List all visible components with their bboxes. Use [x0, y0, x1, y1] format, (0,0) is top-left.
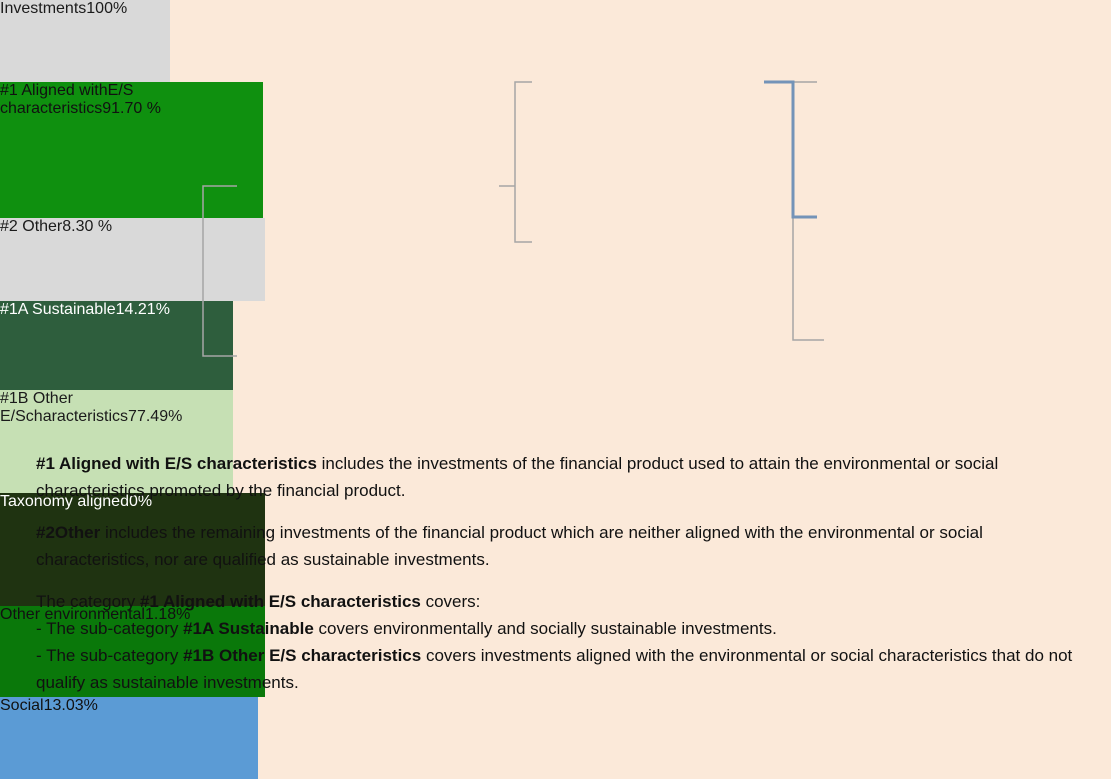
- notes: #1 Aligned with E/S characteristics incl…: [36, 450, 1076, 711]
- node-text: 77.49%: [128, 408, 183, 425]
- text-line: The category #1 Aligned with E/S charact…: [36, 588, 1076, 615]
- text: - The sub-category: [36, 619, 184, 638]
- node-text: Investments: [0, 0, 87, 17]
- node-text: 1.18%: [144, 606, 191, 623]
- connector: [202, 185, 237, 357]
- node-text: E/S characteristics: [0, 82, 134, 117]
- page: Investments100% #1 Aligned withE/S charac…: [0, 0, 1076, 779]
- text-line: #2Other includes the remaining investmen…: [36, 519, 1076, 573]
- bold-text: #1 Aligned with E/S characteristics: [36, 454, 317, 473]
- bold-text: #1 Aligned with E/S characteristics: [139, 592, 421, 611]
- node: Investments100%: [0, 0, 170, 82]
- node-text: #1B Other E/S: [0, 390, 73, 425]
- node-text: 0%: [128, 493, 153, 510]
- text: The category: [36, 592, 140, 611]
- node: #1A Sustainable14.21%: [0, 301, 233, 390]
- text: includes the investments of the financia…: [36, 454, 1003, 500]
- text: - The sub-category: [36, 646, 184, 665]
- node-text: Social: [0, 697, 44, 714]
- text-line: - The sub-category #1A Sustainable cover…: [36, 615, 1076, 642]
- node-text: 13.03%: [43, 697, 98, 714]
- connectors: [202, 80, 824, 357]
- highlight-connector: [764, 80, 817, 219]
- node-text: #1 Aligned with: [0, 82, 108, 99]
- node-text: 14.21%: [115, 301, 170, 318]
- bold-text: #1A Sustainable: [183, 619, 314, 638]
- text: covers:: [420, 592, 481, 611]
- node: Taxonomy aligned0%: [0, 493, 265, 606]
- paragraph: The category #1 Aligned with E/S charact…: [36, 588, 1076, 696]
- node: #1B Other E/Scharacteristics77.49%: [0, 390, 233, 493]
- text-line: #1 Aligned with E/S characteristics incl…: [36, 450, 1076, 504]
- connector: [499, 81, 532, 243]
- node-text: 8.30 %: [62, 218, 113, 235]
- text-line: - The sub-category #1B Other E/S charact…: [36, 642, 1076, 696]
- paragraph: #2Other includes the remaining investmen…: [36, 519, 1076, 573]
- node-text: #2 Other: [0, 218, 63, 235]
- node-text: characteristics: [25, 408, 129, 425]
- text: includes the remaining investments of th…: [36, 523, 988, 569]
- node-text: 100%: [86, 0, 128, 17]
- text: covers investments aligned with the envi…: [36, 646, 1077, 692]
- node-text: Taxonomy aligned: [0, 493, 129, 510]
- bold-text: #1B Other E/S characteristics: [183, 646, 422, 665]
- node: Other environmental1.18%: [0, 606, 265, 697]
- node: #1 Aligned withE/S characteristics91.70 …: [0, 82, 263, 218]
- bold-text: #2Other: [36, 523, 101, 542]
- node-text: 91.70 %: [102, 100, 161, 117]
- paragraph: #1 Aligned with E/S characteristics incl…: [36, 450, 1076, 504]
- node-text: Other environmental: [0, 606, 145, 623]
- text: covers environmentally and socially sust…: [313, 619, 777, 638]
- node-text: #1A Sustainable: [0, 301, 116, 318]
- connector: [792, 81, 824, 341]
- node: #2 Other8.30 %: [0, 218, 265, 301]
